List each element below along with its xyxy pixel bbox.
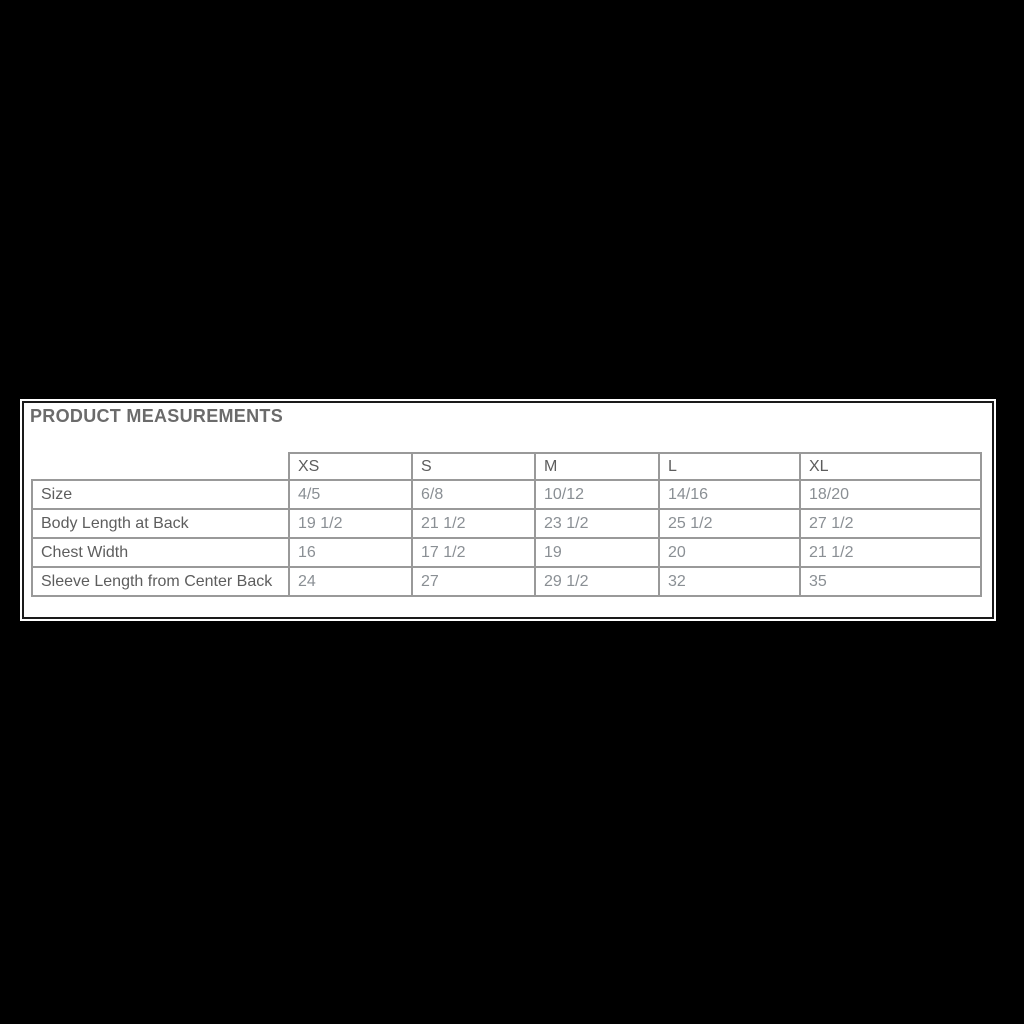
corner-blank-cell xyxy=(32,453,289,480)
measurement-cell: 17 1/2 xyxy=(411,537,536,568)
measurement-cell: 4/5 xyxy=(288,479,413,510)
measurement-cell: 27 xyxy=(411,566,536,597)
row-label: Sleeve Length from Center Back xyxy=(31,566,290,597)
table-row-body-length: Body Length at Back 19 1/2 21 1/2 23 1/2… xyxy=(31,508,982,539)
size-col-header-xl: XL xyxy=(799,452,982,481)
size-col-header-l: L xyxy=(658,452,801,481)
measurement-cell: 19 1/2 xyxy=(288,508,413,539)
measurement-cell: 29 1/2 xyxy=(534,566,660,597)
measurement-cell: 21 1/2 xyxy=(411,508,536,539)
size-chart-table: XS S M L XL Size 4/5 6/8 10/12 14/16 18/… xyxy=(31,452,982,597)
measurement-cell: 16 xyxy=(288,537,413,568)
measurements-panel: PRODUCT MEASUREMENTS XS S M L XL xyxy=(22,401,994,619)
measurement-cell: 14/16 xyxy=(658,479,801,510)
measurement-cell: 24 xyxy=(288,566,413,597)
measurement-cell: 18/20 xyxy=(799,479,982,510)
measurement-cell: 10/12 xyxy=(534,479,660,510)
measurement-cell: 25 1/2 xyxy=(658,508,801,539)
size-header-row: XS S M L XL xyxy=(32,452,982,481)
measurement-cell: 32 xyxy=(658,566,801,597)
measurement-cell: 27 1/2 xyxy=(799,508,982,539)
size-col-header-xs: XS xyxy=(288,452,413,481)
measurement-cell: 6/8 xyxy=(411,479,536,510)
size-col-header-s: S xyxy=(411,452,536,481)
row-label: Body Length at Back xyxy=(31,508,290,539)
measurement-cell: 19 xyxy=(534,537,660,568)
measurements-panel-outline: PRODUCT MEASUREMENTS XS S M L XL xyxy=(20,399,996,621)
measurement-cell: 21 1/2 xyxy=(799,537,982,568)
row-label: Size xyxy=(31,479,290,510)
page-title: PRODUCT MEASUREMENTS xyxy=(30,406,284,426)
measurement-cell: 20 xyxy=(658,537,801,568)
table-row-sleeve-length: Sleeve Length from Center Back 24 27 29 … xyxy=(31,566,982,597)
size-col-header-m: M xyxy=(534,452,660,481)
row-label: Chest Width xyxy=(31,537,290,568)
table-row-size: Size 4/5 6/8 10/12 14/16 18/20 xyxy=(31,479,982,510)
measurement-cell: 23 1/2 xyxy=(534,508,660,539)
measurement-cell: 35 xyxy=(799,566,982,597)
table-row-chest-width: Chest Width 16 17 1/2 19 20 21 1/2 xyxy=(31,537,982,568)
